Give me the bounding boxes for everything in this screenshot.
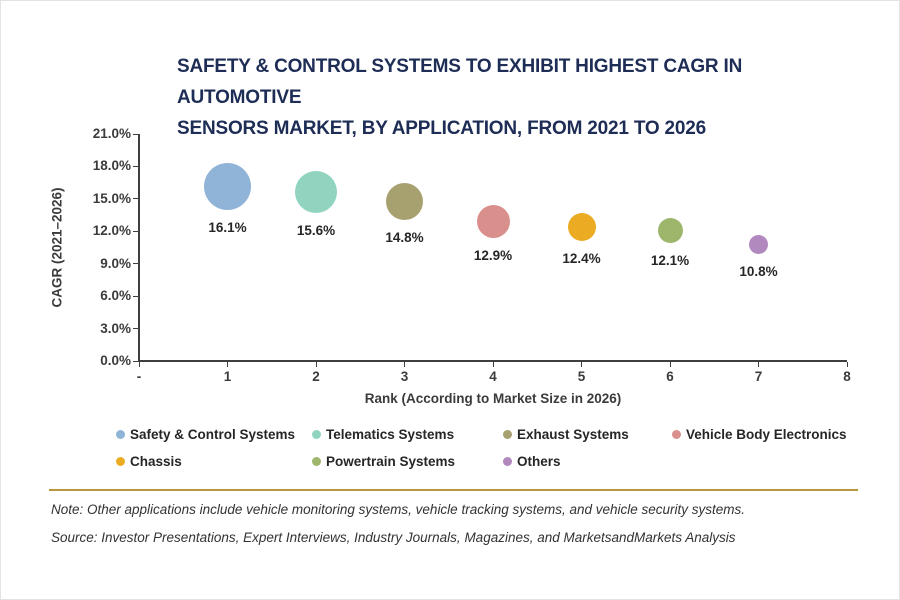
x-tick-label: 3 [400,369,409,384]
x-tick [404,362,405,367]
bubble-value-label: 12.4% [562,250,601,266]
legend-item-exhaust-systems: Exhaust Systems [503,425,672,443]
legend-label: Safety & Control Systems [130,426,296,442]
y-axis-line [138,134,140,362]
x-tick [492,362,494,367]
legend-marker-icon [116,456,125,466]
source-text: Source: Investor Presentations, Expert I… [51,530,736,545]
x-tick-label: 7 [754,369,763,384]
legend-item-telematics-systems: Telematics Systems [312,425,503,443]
x-tick [758,362,759,367]
y-tick [133,295,138,297]
x-tick-label: 2 [312,369,320,384]
legend-marker-icon [116,429,125,439]
legend-item-powertrain-systems: Powertrain Systems [312,452,503,470]
bubble-vehicle-body-electronics [476,205,510,239]
chart-title-line-1: SAFETY & CONTROL SYSTEMS TO EXHIBIT HIGH… [177,56,743,108]
bubble-value-label: 16.1% [208,220,247,236]
x-tick-label: 1 [223,369,232,384]
y-tick [133,133,138,135]
legend-marker-icon [503,456,512,466]
divider-line [49,489,858,491]
y-tick [133,263,138,265]
chart-title: SAFETY & CONTROL SYSTEMS TO EXHIBIT HIGH… [177,51,857,144]
y-tick-label: 6.0% [100,288,131,304]
x-tick-label: 5 [577,369,586,384]
y-tick-label: 21.0% [92,126,131,141]
legend-label: Others [517,453,561,469]
y-tick [133,328,138,330]
chart-title-line-2: SENSORS MARKET, BY APPLICATION, FROM 202… [177,118,707,139]
legend-marker-icon [503,429,512,439]
y-tick-label: 12.0% [92,223,131,239]
y-axis-title: CAGR (2021–2026) [49,187,65,308]
x-tick [138,362,140,367]
legend-item-safety-control-systems: Safety & Control Systems [116,425,312,443]
legend-label: Chassis [130,453,182,469]
x-tick [227,362,228,367]
bubble-value-label: 15.6% [296,223,336,239]
x-axis-title: Rank (According to Market Size in 2026) [364,391,622,406]
legend-label: Telematics Systems [326,426,455,442]
x-tick-label: 6 [666,369,674,384]
y-tick [133,360,138,362]
bubble-others [749,234,768,254]
bubble-value-label: 14.8% [385,229,424,245]
y-tick-label: 15.0% [92,190,131,206]
bubble-value-label: 12.9% [473,248,513,264]
y-tick [133,230,138,232]
note-text: Note: Other applications include vehicle… [51,502,746,517]
y-tick [133,165,138,167]
y-tick-label: 0.0% [100,353,131,368]
x-tick [581,362,582,367]
bubble-value-label: 10.8% [739,263,778,279]
y-tick [133,198,138,200]
x-tick-label: 8 [843,369,851,384]
x-tick [669,362,671,367]
y-tick-label: 9.0% [100,255,131,271]
legend-label: Vehicle Body Electronics [686,426,847,442]
bubble-exhaust-systems [386,182,423,220]
y-tick-label: 18.0% [92,158,131,174]
legend-item-vehicle-body-electronics: Vehicle Body Electronics [672,425,876,443]
legend-marker-icon [312,456,321,466]
bubble-telematics-systems [295,171,337,214]
x-tick [315,362,317,367]
bubble-value-label: 12.1% [650,252,690,268]
legend-item-others: Others [503,452,672,470]
x-tick-label: - [136,369,142,384]
bubble-powertrain-systems [657,217,683,243]
legend-marker-icon [312,429,321,439]
bubble-chassis [567,212,596,241]
x-axis-line [139,360,847,362]
y-tick-label: 3.0% [100,320,131,336]
legend-item-chassis: Chassis [116,452,312,470]
x-tick [846,362,848,367]
legend-label: Exhaust Systems [517,426,629,442]
legend-marker-icon [672,429,681,439]
legend: Safety & Control Systems Telematics Syste… [116,425,876,470]
legend-label: Powertrain Systems [326,453,456,469]
x-tick-label: 4 [489,369,497,384]
bubble-safety-control-systems [204,163,251,211]
